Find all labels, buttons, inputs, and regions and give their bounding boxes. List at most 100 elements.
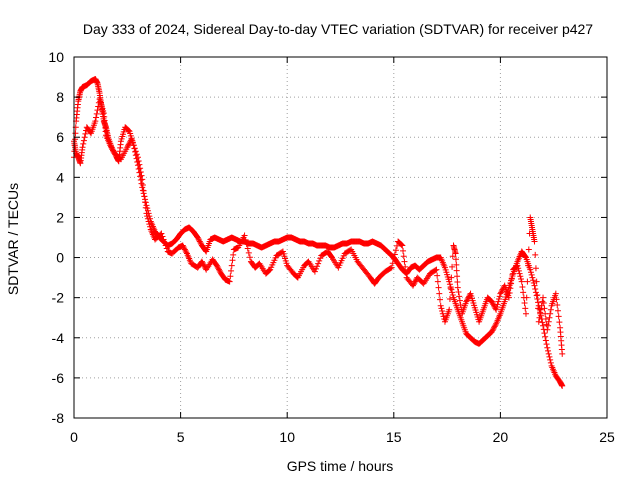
data-point-marker-secondary [518, 275, 525, 282]
data-point-marker-secondary [523, 294, 530, 301]
data-point-marker-secondary [179, 242, 186, 249]
data-point-marker-secondary [437, 302, 444, 309]
data-point-marker-secondary [452, 256, 459, 263]
data-point-marker-secondary [509, 271, 516, 278]
y-tick-label: -4 [52, 330, 65, 346]
x-tick-label: 20 [493, 429, 509, 445]
data-point-marker [539, 319, 546, 326]
data-point-marker-secondary [183, 249, 190, 256]
data-point-marker [134, 162, 141, 169]
y-tick-label: -2 [52, 290, 65, 306]
data-point-marker-secondary [456, 293, 463, 300]
data-point-marker-secondary [134, 154, 141, 161]
data-point-marker-secondary [93, 110, 100, 117]
data-point-marker-secondary [198, 258, 205, 265]
data-point-marker-secondary [542, 316, 549, 323]
data-point-marker-secondary [316, 257, 323, 264]
data-point-marker-secondary [514, 262, 521, 269]
data-point-marker-secondary [243, 241, 250, 248]
data-point-marker-secondary [453, 267, 460, 274]
data-point-marker-secondary [498, 287, 505, 294]
data-point-marker-secondary [315, 260, 322, 267]
data-point-marker-secondary [508, 280, 515, 287]
data-point-marker-secondary [139, 182, 146, 189]
data-point-marker-secondary [141, 193, 148, 200]
x-tick-label: 10 [279, 429, 295, 445]
data-point-marker-secondary [388, 264, 395, 271]
data-point-marker [197, 239, 204, 246]
data-point-marker-secondary [92, 118, 99, 125]
y-tick-label: 0 [56, 250, 64, 266]
data-point-marker [545, 350, 552, 357]
x-tick-label: 25 [599, 429, 615, 445]
data-point-marker [530, 277, 537, 284]
data-point-marker-secondary [216, 267, 223, 274]
y-tick-label: 4 [56, 169, 64, 185]
data-point-marker-secondary [246, 254, 253, 261]
data-point-marker-secondary [546, 314, 553, 321]
data-point-marker-secondary [554, 302, 561, 309]
data-point-marker-secondary [508, 275, 515, 282]
data-point-marker-secondary [129, 139, 136, 146]
data-point-marker-secondary [521, 300, 528, 307]
data-point-marker-secondary [520, 289, 527, 296]
data-point-marker-secondary [532, 251, 539, 258]
data-point-marker-secondary [108, 144, 115, 151]
data-point-marker-secondary [439, 308, 446, 315]
data-point-marker-secondary [440, 313, 447, 320]
data-point-marker-secondary [147, 223, 154, 230]
data-point-marker-secondary [80, 137, 87, 144]
data-point-marker-secondary [125, 141, 132, 148]
data-point-marker [488, 328, 495, 335]
data-point-marker-secondary [142, 199, 149, 206]
data-point-marker-secondary [495, 298, 502, 305]
data-point-marker [529, 274, 536, 281]
data-point-marker-secondary [496, 293, 503, 300]
data-point-marker-secondary [552, 290, 559, 297]
data-point-marker-secondary [435, 284, 442, 291]
data-point-marker [533, 292, 540, 299]
data-point-marker-secondary [87, 129, 94, 136]
data-point-marker-secondary [446, 306, 453, 313]
data-point-marker-secondary [214, 263, 221, 270]
data-point-marker [196, 237, 203, 244]
data-point-marker-secondary [497, 290, 504, 297]
data-point-marker-secondary [534, 291, 541, 298]
data-point-marker-secondary [131, 145, 138, 152]
data-point-marker-secondary [199, 259, 206, 266]
data-point-marker-secondary [242, 236, 249, 243]
data-point-marker-secondary [387, 265, 394, 272]
y-tick-label: -8 [52, 410, 65, 426]
data-point-marker-secondary [491, 302, 498, 309]
data-point-marker-secondary [522, 305, 529, 312]
data-point-marker-secondary [226, 278, 233, 285]
data-point-marker [446, 278, 453, 285]
data-point-marker-secondary [434, 272, 441, 279]
x-tick-label: 15 [386, 429, 402, 445]
data-point-marker-secondary [397, 241, 404, 248]
data-point-marker-secondary [181, 246, 188, 253]
data-point-marker-secondary [515, 265, 522, 272]
data-point-marker-secondary [162, 242, 169, 249]
data-point-marker-secondary [453, 261, 460, 268]
data-point-marker [492, 322, 499, 329]
data-point-marker-secondary [137, 168, 144, 175]
data-point-marker-secondary [410, 281, 417, 288]
data-point-marker-secondary [518, 278, 525, 285]
data-point-marker-secondary [409, 282, 416, 289]
data-point-marker-secondary [517, 273, 524, 280]
data-point-marker-secondary [456, 297, 463, 304]
data-point-marker-secondary [536, 314, 543, 321]
data-point-marker-secondary [554, 307, 561, 314]
data-point-marker [137, 177, 144, 184]
data-point-marker-secondary [452, 250, 459, 257]
data-point-marker-secondary [400, 247, 407, 254]
data-point-marker-secondary [463, 297, 470, 304]
data-point-marker-secondary [540, 300, 547, 307]
data-point-marker-secondary [400, 253, 407, 260]
data-point-marker-secondary [230, 251, 237, 258]
data-point-marker [125, 127, 132, 134]
data-point-marker-secondary [139, 176, 146, 183]
data-point-marker-secondary [215, 266, 222, 273]
data-point-marker [541, 330, 548, 337]
